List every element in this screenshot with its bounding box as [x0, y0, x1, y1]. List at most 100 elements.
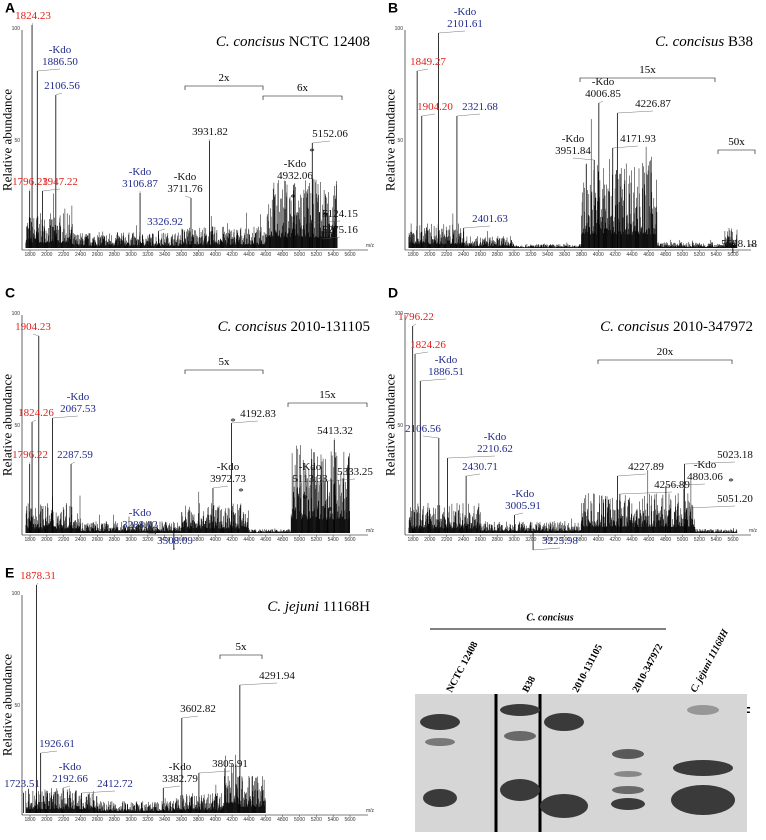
- gel-panel: F C. concisus: [415, 612, 751, 832]
- peak-label: 3225.98: [542, 535, 578, 547]
- leader: [231, 420, 259, 424]
- x-tick-label: 3600: [176, 252, 187, 258]
- x-tick-label: 2000: [424, 537, 435, 543]
- x-tick-label: 3800: [576, 537, 587, 543]
- peak-label: -Kdo: [299, 461, 322, 473]
- panel-title: C. concisus NCTC 12408: [216, 34, 370, 50]
- peak-label: 5051.20: [717, 493, 753, 505]
- peak-label: -Kdo: [174, 171, 197, 183]
- leader: [732, 250, 740, 254]
- peak-label: -Kdo: [694, 459, 717, 471]
- peak-label: 1796.22: [398, 311, 434, 323]
- leader: [417, 68, 429, 72]
- peak-label: 5275.16: [322, 224, 358, 236]
- leader: [327, 478, 356, 482]
- peak-label: 1926.61: [39, 738, 75, 750]
- leader: [36, 582, 39, 586]
- x-tick-label: 1800: [24, 537, 35, 543]
- species: C. jejuni: [267, 599, 319, 615]
- leader: [21, 790, 24, 794]
- peak-label: 2106.56: [405, 423, 441, 435]
- peak-label: 1886.50: [42, 56, 78, 68]
- zoom-label: 5x: [236, 641, 248, 653]
- x-tick-label: 5600: [727, 537, 738, 543]
- x-tick-label: 3000: [125, 252, 136, 258]
- spectrum-trace: [25, 445, 350, 533]
- spectrum-trace: [408, 119, 738, 248]
- y-tick-label: 50: [14, 703, 20, 709]
- peak-label: 1947.22: [42, 176, 78, 188]
- peak-label: 4226.87: [635, 98, 671, 110]
- spectrum-panel: E Relative abundance 100 50 C. jejuni 11168H…: [0, 564, 375, 823]
- peak-label: -Kdo: [169, 761, 192, 773]
- leader: [309, 220, 341, 224]
- panel-title: C. concisus B38: [655, 34, 753, 50]
- y-tick-label: 100: [12, 591, 21, 597]
- leader: [37, 68, 61, 72]
- strain: 2010-347972: [673, 319, 753, 335]
- peak-label: 4291.94: [259, 670, 295, 682]
- peak-label: 3602.82: [180, 703, 216, 715]
- x-tick-label: 1800: [407, 252, 418, 258]
- lane-label: NCTC 12408: [445, 640, 481, 694]
- leader: [139, 531, 156, 535]
- leader: [308, 485, 311, 489]
- peak-label: 5598.18: [721, 238, 757, 250]
- x-tick-label: 5400: [328, 252, 339, 258]
- peak-label: 5413.32: [317, 425, 353, 437]
- y-tick-label: 100: [12, 26, 21, 32]
- leader: [32, 333, 39, 337]
- x-tick-label: 4800: [277, 537, 288, 543]
- x-tick-label: 2600: [475, 537, 486, 543]
- spectrum-trace: [25, 754, 266, 813]
- leader: [463, 225, 491, 229]
- x-tick-label: 3400: [542, 252, 553, 258]
- peak-label: 3711.76: [167, 183, 203, 195]
- zoom-label: 6x: [297, 82, 309, 94]
- peak-label: 3508.09: [157, 535, 193, 547]
- zoom-bracket: [184, 369, 264, 374]
- y-tick-label: 100: [395, 311, 404, 317]
- lane-label: 2010-131105: [571, 643, 605, 695]
- asterisk: *: [728, 476, 734, 488]
- x-tick-label: 2400: [75, 817, 86, 823]
- peak-label: -Kdo: [217, 461, 240, 473]
- x-unit: m/z: [366, 243, 375, 249]
- x-tick-label: 4200: [610, 537, 621, 543]
- x-tick-label: 2000: [41, 537, 52, 543]
- x-tick-label: 1800: [24, 252, 35, 258]
- peak-label: 1796.23: [12, 176, 48, 188]
- x-tick-label: 1800: [24, 817, 35, 823]
- x-tick-label: 2800: [109, 252, 120, 258]
- species: C. concisus: [600, 319, 669, 335]
- zoom-bracket: [287, 402, 368, 407]
- panel-title: C. concisus 2010-347972: [600, 319, 753, 335]
- leader: [438, 30, 466, 34]
- lane-label: C. jejuni 11168H: [689, 627, 732, 695]
- peak-label: 3805.91: [212, 758, 248, 770]
- x-tick-label: 5200: [311, 817, 322, 823]
- x-tick-label: 2800: [109, 817, 120, 823]
- zoom-label: 2x: [219, 72, 231, 84]
- leader: [181, 715, 199, 719]
- leader: [239, 682, 278, 686]
- x-tick-label: 5600: [344, 537, 355, 543]
- leader: [422, 435, 439, 439]
- peak-label: 2321.68: [462, 101, 498, 113]
- peak-label: 4932.06: [277, 170, 313, 182]
- x-tick-label: 5200: [694, 252, 705, 258]
- x-tick-label: 5400: [711, 252, 722, 258]
- strain: 2010-131105: [291, 319, 370, 335]
- peak-label: -Kdo: [562, 133, 585, 145]
- x-tick-label: 4400: [243, 252, 254, 258]
- x-tick-label: 4000: [210, 817, 221, 823]
- x-tick-label: 3200: [525, 537, 536, 543]
- asterisk: *: [302, 493, 308, 505]
- leader: [334, 437, 336, 441]
- zoom-bracket: [717, 149, 756, 154]
- x-tick-label: 2400: [458, 252, 469, 258]
- peak-label: 1824.26: [410, 339, 446, 351]
- panel-letter: A: [5, 0, 15, 15]
- x-tick-label: 4800: [277, 252, 288, 258]
- x-tick-label: 5600: [344, 252, 355, 258]
